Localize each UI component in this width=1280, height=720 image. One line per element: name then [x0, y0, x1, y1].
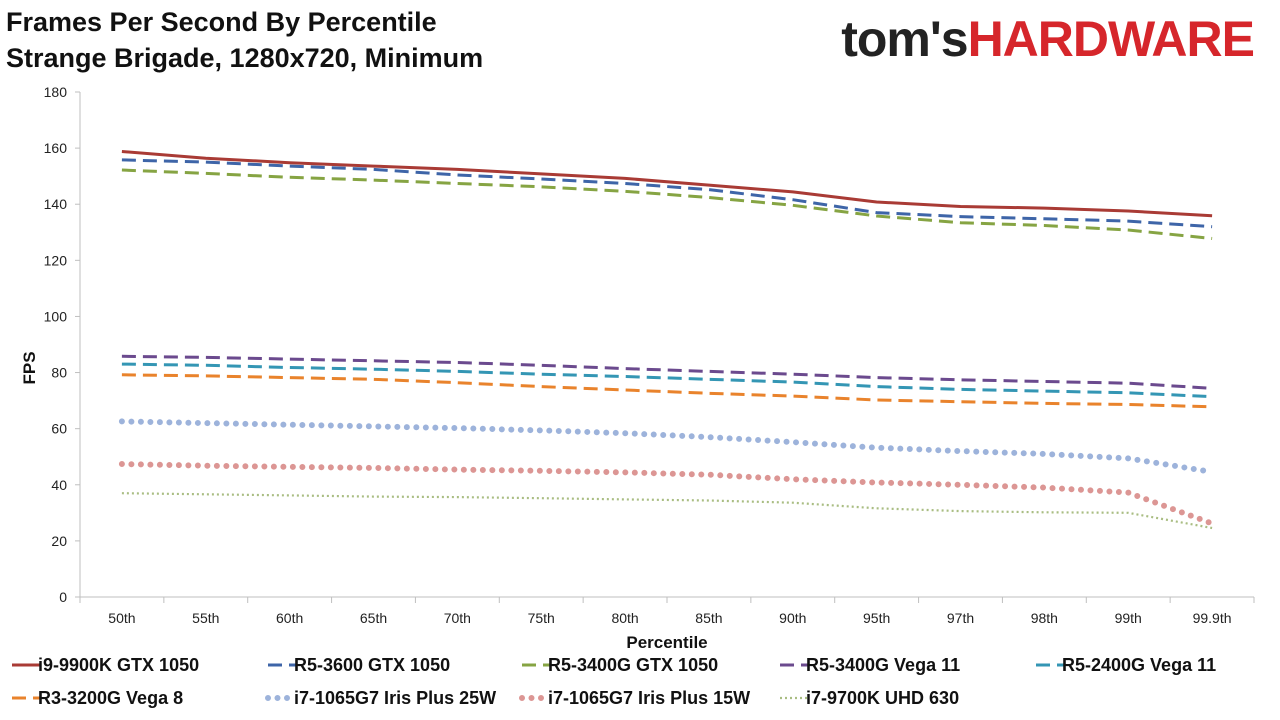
legend-item: R5-2400G Vega 11	[1036, 655, 1216, 675]
y-axis-title: FPS	[20, 351, 39, 384]
series-line-7	[118, 418, 1216, 475]
legend-label: i7-9700K UHD 630	[806, 688, 959, 708]
chart-title-line2: Strange Brigade, 1280x720, Minimum	[6, 43, 484, 73]
y-tick-label: 20	[51, 533, 67, 549]
series-line-2	[121, 158, 1213, 229]
x-axis-ticks: 50th 55th 60th 65th 70th 75th 80th 85th 90th 95th…	[79, 597, 1255, 626]
series-line-1	[121, 150, 1213, 218]
x-tick-label: 99.9th	[1193, 610, 1232, 626]
legend-label: R3-3200G Vega 8	[38, 688, 183, 708]
x-tick-label: 75th	[528, 610, 555, 626]
legend: i9-9900K GTX 1050 R5-3600 GTX 1050 R5-3400…	[12, 655, 1216, 708]
logo-toms-text: tom's	[841, 11, 968, 67]
x-tick-label: 55th	[192, 610, 219, 626]
x-tick-label: 70th	[444, 610, 471, 626]
chart-title: Frames Per Second By Percentile Strange …	[6, 4, 483, 76]
chart-title-line1: Frames Per Second By Percentile	[6, 7, 437, 37]
series-line-6	[121, 373, 1213, 409]
x-tick-label: 65th	[360, 610, 387, 626]
y-tick-label: 80	[51, 365, 67, 381]
series-line-4	[121, 354, 1213, 390]
legend-item: R5-3600 GTX 1050	[268, 655, 450, 675]
x-tick-label: 85th	[695, 610, 722, 626]
y-axis-ticks: 0 20 40 60 80 100 120 140 160 180	[44, 84, 80, 605]
y-tick-label: 180	[44, 84, 68, 100]
series-line-8	[118, 461, 1216, 527]
x-tick-label: 98th	[1031, 610, 1058, 626]
y-tick-label: 100	[44, 308, 68, 324]
x-tick-label: 99th	[1115, 610, 1142, 626]
series-line-3	[121, 168, 1213, 240]
legend-label: i9-9900K GTX 1050	[38, 655, 199, 675]
y-tick-label: 140	[44, 196, 68, 212]
series-line-5	[121, 362, 1213, 399]
legend-label: i7-1065G7 Iris Plus 15W	[548, 688, 750, 708]
legend-item: R5-3400G GTX 1050	[522, 655, 718, 675]
y-tick-label: 120	[44, 252, 68, 268]
series-line-9	[121, 492, 1213, 530]
x-tick-label: 60th	[276, 610, 303, 626]
x-axis-title: Percentile	[626, 633, 707, 652]
y-tick-label: 0	[59, 589, 67, 605]
x-tick-label: 50th	[108, 610, 135, 626]
legend-label: R5-3400G GTX 1050	[548, 655, 718, 675]
y-tick-label: 160	[44, 140, 68, 156]
toms-hardware-logo: tom'sHARDWARE	[841, 10, 1255, 68]
legend-label: i7-1065G7 Iris Plus 25W	[294, 688, 496, 708]
legend-item: R5-3400G Vega 11	[780, 655, 960, 675]
legend-item: i9-9900K GTX 1050	[12, 655, 199, 675]
x-tick-label: 97th	[947, 610, 974, 626]
legend-item: i7-1065G7 Iris Plus 15W	[519, 688, 750, 708]
series-lines	[118, 150, 1216, 530]
logo-hardware-text: HARDWARE	[967, 11, 1255, 67]
legend-item: R3-3200G Vega 8	[12, 688, 183, 708]
legend-label: R5-3400G Vega 11	[806, 655, 960, 675]
x-tick-label: 90th	[779, 610, 806, 626]
legend-item: i7-9700K UHD 630	[780, 688, 959, 708]
legend-label: R5-3600 GTX 1050	[294, 655, 450, 675]
legend-item: i7-1065G7 Iris Plus 25W	[265, 688, 496, 708]
y-tick-label: 60	[51, 421, 67, 437]
legend-label: R5-2400G Vega 11	[1062, 655, 1216, 675]
x-tick-label: 80th	[611, 610, 638, 626]
x-tick-label: 95th	[863, 610, 890, 626]
y-tick-label: 40	[51, 477, 67, 493]
